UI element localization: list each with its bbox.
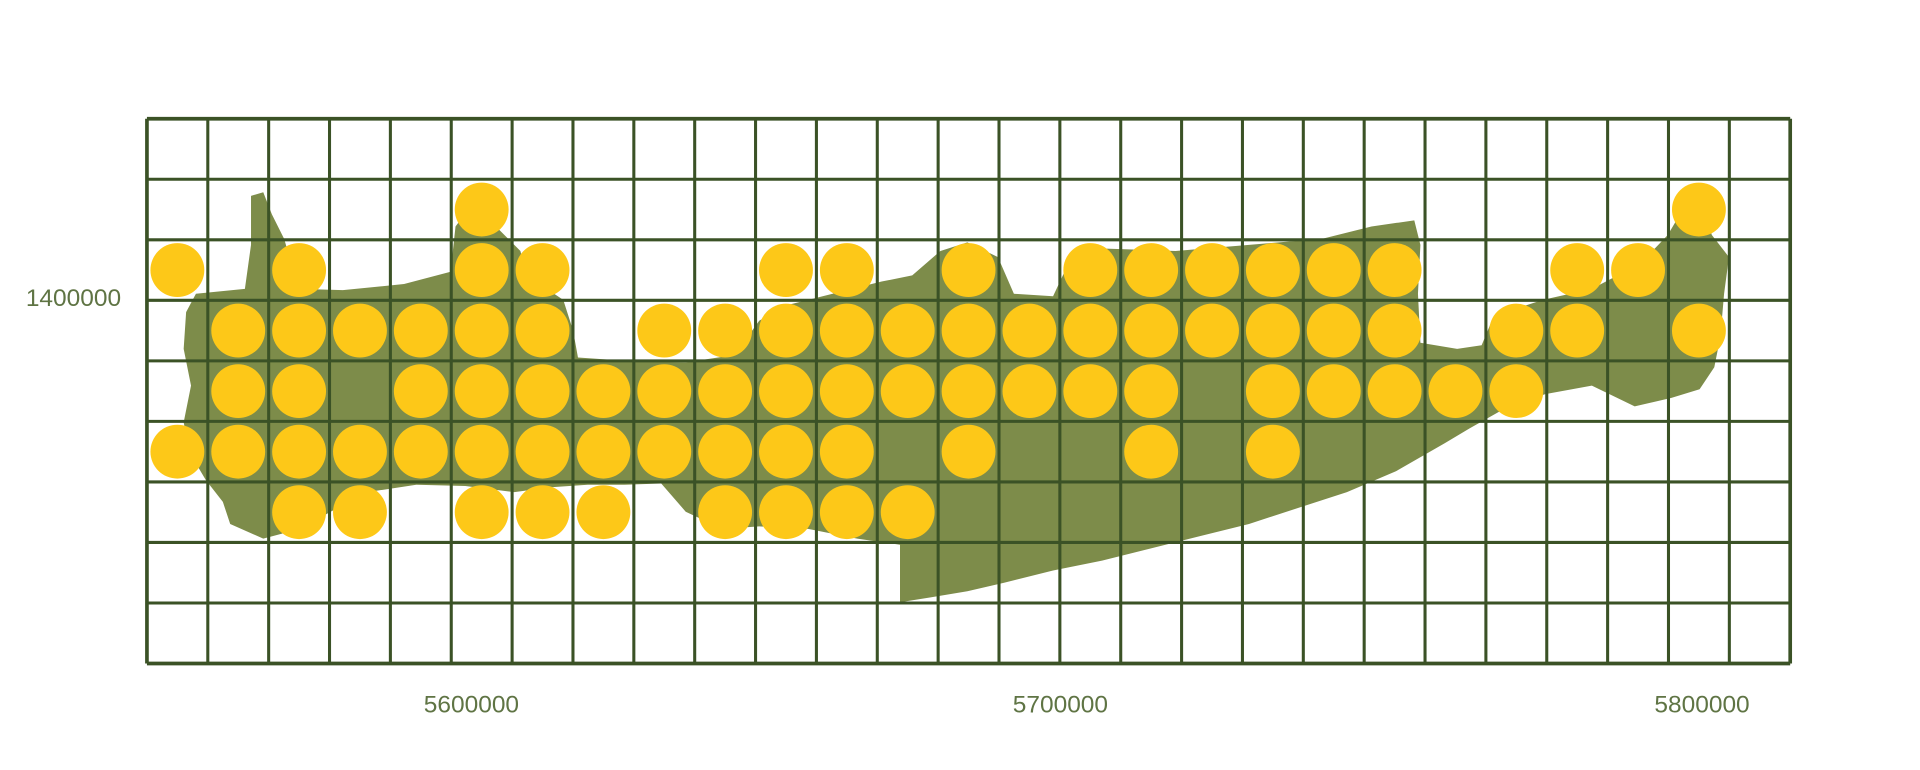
occurrence-dot <box>1611 243 1665 297</box>
occurrence-dot <box>272 485 327 540</box>
occurrence-dot <box>759 485 813 540</box>
occurrence-dot <box>1489 303 1544 358</box>
occurrence-dot <box>333 485 387 540</box>
occurrence-dot <box>1550 303 1605 358</box>
occurrence-dot <box>272 424 327 479</box>
occurrence-dot <box>272 303 327 358</box>
occurrence-dot <box>759 303 813 358</box>
occurrence-dots <box>150 182 1726 540</box>
occurrence-dot <box>1550 243 1605 297</box>
occurrence-dot <box>880 303 935 358</box>
occurrence-dot <box>515 243 570 297</box>
occurrence-dot <box>637 424 692 479</box>
occurrence-dot <box>1245 303 1300 358</box>
occurrence-dot <box>1063 243 1118 297</box>
occurrence-dot <box>1063 364 1118 419</box>
occurrence-dot <box>1245 364 1300 419</box>
occurrence-dot <box>1489 364 1544 419</box>
occurrence-dot <box>1671 303 1726 358</box>
occurrence-dot <box>454 364 509 419</box>
occurrence-dot <box>1124 303 1179 358</box>
occurrence-dot <box>1367 243 1422 297</box>
occurrence-dot <box>1306 364 1361 419</box>
occurrence-dot <box>941 303 996 358</box>
x-tick-label: 5700000 <box>1013 691 1108 718</box>
occurrence-dot <box>819 485 874 540</box>
occurrence-dot <box>272 243 327 297</box>
occurrence-dot <box>1306 303 1361 358</box>
occurrence-dot <box>1428 364 1483 419</box>
occurrence-dot <box>1306 243 1361 297</box>
occurrence-dot <box>1185 243 1239 297</box>
occurrence-dot <box>211 303 266 358</box>
occurrence-dot <box>698 303 753 358</box>
occurrence-dot <box>515 424 570 479</box>
occurrence-dot <box>1245 424 1300 479</box>
occurrence-dot <box>759 243 813 297</box>
occurrence-dot <box>393 364 448 419</box>
x-tick-label: 5800000 <box>1654 691 1749 718</box>
occurrence-dot <box>454 303 509 358</box>
occurrence-dot <box>1671 182 1726 237</box>
occurrence-dot <box>941 243 996 297</box>
occurrence-dot <box>454 243 509 297</box>
occurrence-dot <box>393 424 448 479</box>
occurrence-dot <box>211 424 266 479</box>
occurrence-dot <box>1063 303 1118 358</box>
occurrence-dot <box>759 424 813 479</box>
occurrence-dot <box>576 485 631 540</box>
occurrence-dot <box>1124 424 1179 479</box>
occurrence-dot <box>1367 303 1422 358</box>
occurrence-dot <box>759 364 813 419</box>
occurrence-dot <box>819 424 874 479</box>
occurrence-dot <box>515 303 570 358</box>
occurrence-dot <box>637 303 692 358</box>
occurrence-dot <box>819 364 874 419</box>
occurrence-dot <box>333 303 387 358</box>
occurrence-dot <box>1124 243 1179 297</box>
occurrence-dot <box>272 364 327 419</box>
occurrence-dot <box>515 364 570 419</box>
occurrence-dot <box>698 424 753 479</box>
occurrence-dot <box>1367 364 1422 419</box>
occurrence-dot <box>880 485 935 540</box>
occurrence-dot <box>150 243 205 297</box>
x-tick-label: 5600000 <box>424 691 519 718</box>
y-tick-label: 1400000 <box>26 285 121 312</box>
grid-lines <box>145 116 1793 666</box>
occurrence-dot <box>393 303 448 358</box>
occurrence-dot <box>880 364 935 419</box>
occurrence-dot <box>515 485 570 540</box>
occurrence-dot <box>1002 303 1057 358</box>
occurrence-dot <box>637 364 692 419</box>
occurrence-dot <box>819 303 874 358</box>
occurrence-dot <box>941 424 996 479</box>
occurrence-dot <box>576 424 631 479</box>
occurrence-dot <box>1124 364 1179 419</box>
occurrence-dot <box>454 485 509 540</box>
occurrence-dot <box>1002 364 1057 419</box>
occurrence-dot <box>1185 303 1239 358</box>
occurrence-dot <box>698 485 753 540</box>
occurrence-dot <box>698 364 753 419</box>
occurrence-dot <box>819 243 874 297</box>
occurrence-dot <box>150 424 205 479</box>
occurrence-dot <box>941 364 996 419</box>
occurrence-dot <box>454 424 509 479</box>
occurrence-dot <box>454 182 509 237</box>
occurrence-dot <box>211 364 266 419</box>
occurrence-dot <box>576 364 631 419</box>
occurrence-dot <box>333 424 387 479</box>
occurrence-dot <box>1245 243 1300 297</box>
